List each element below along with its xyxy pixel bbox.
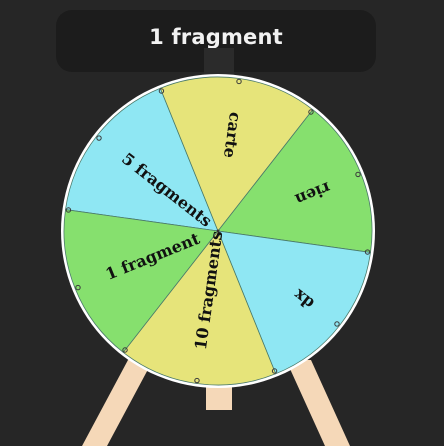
stand-leg-left — [82, 360, 153, 446]
wheel-peg — [236, 78, 242, 85]
wheel-peg — [194, 377, 200, 384]
wheel-peg — [364, 249, 371, 255]
wheel-segment[interactable] — [217, 230, 371, 375]
wheel-peg — [158, 88, 165, 94]
result-text: 1 fragment — [149, 25, 283, 49]
wheel-hub — [216, 229, 220, 233]
wheel-segment[interactable] — [159, 76, 314, 232]
wheel-peg — [122, 347, 128, 353]
wheel-segments[interactable] — [63, 76, 373, 386]
pointer-post — [204, 48, 234, 76]
wheel-segment[interactable] — [63, 209, 219, 353]
wheel-peg — [355, 171, 361, 178]
wheel-segment[interactable] — [217, 109, 373, 253]
wheel-segment[interactable] — [65, 87, 219, 232]
wheel-pegs — [65, 78, 371, 384]
wheel-peg — [96, 135, 102, 141]
wheel-peg — [334, 321, 340, 327]
wheel-peg — [65, 207, 72, 213]
wheel-peg — [75, 284, 81, 291]
wheel-peg — [308, 109, 314, 115]
wheel-peg — [271, 368, 278, 374]
stand-leg-right — [286, 360, 350, 446]
wheel-segment[interactable] — [122, 230, 277, 386]
